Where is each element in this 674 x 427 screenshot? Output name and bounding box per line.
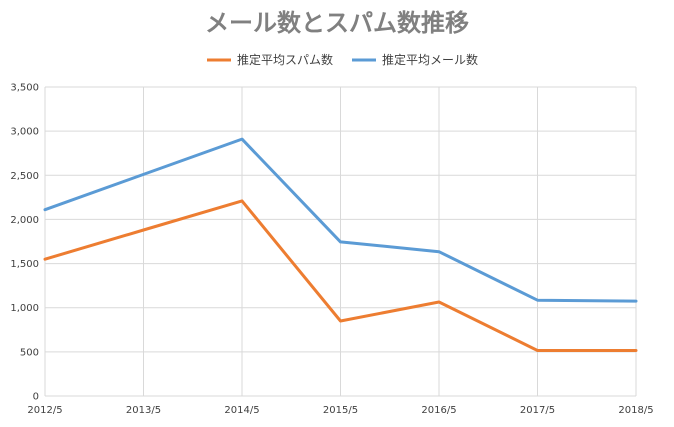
- y-tick-label: 1,000: [10, 303, 39, 314]
- x-tick-label: 2014/5: [224, 405, 259, 416]
- chart-title: メール数とスパム数推移: [205, 9, 469, 37]
- x-tick-label: 2013/5: [126, 405, 161, 416]
- y-tick-label: 2,500: [10, 171, 39, 182]
- y-axis-ticks: 0 500 1,000 1,500 2,000 2,500 3,000 3,500: [10, 83, 39, 403]
- series-line-1: [43, 199, 638, 352]
- legend: 推定平均スパム数 推定平均メール数: [207, 52, 478, 67]
- y-tick-label: 500: [20, 347, 39, 358]
- x-axis-ticks: 2012/5 2013/5 2014/5 2015/5 2016/5 2017/5 2018…: [27, 405, 653, 416]
- series-lines: [43, 137, 638, 352]
- legend-label-1: 推定平均スパム数: [237, 52, 333, 67]
- x-tick-label: 2015/5: [323, 405, 358, 416]
- y-tick-label: 3,000: [10, 127, 39, 138]
- series-line-2: [43, 137, 638, 303]
- y-tick-label: 3,500: [10, 83, 39, 94]
- y-tick-label: 0: [33, 392, 39, 403]
- y-tick-label: 1,500: [10, 259, 39, 270]
- x-tick-label: 2017/5: [520, 405, 555, 416]
- y-tick-label: 2,000: [10, 215, 39, 226]
- x-tick-label: 2016/5: [421, 405, 456, 416]
- x-tick-label: 2012/5: [27, 405, 62, 416]
- x-tick-label: 2018/5: [618, 405, 653, 416]
- legend-label-2: 推定平均メール数: [382, 52, 478, 67]
